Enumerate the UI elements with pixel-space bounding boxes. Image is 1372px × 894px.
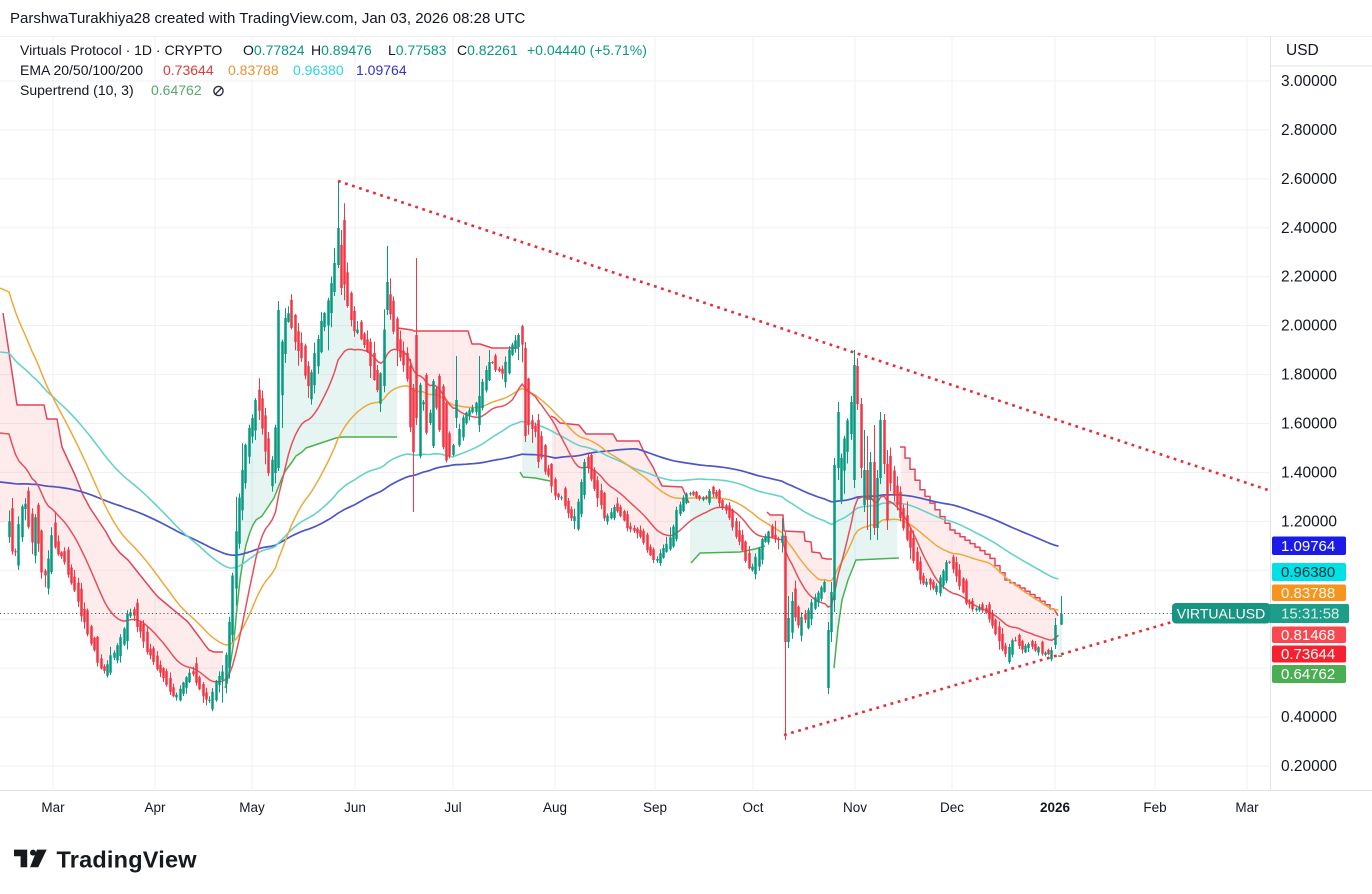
svg-text:Jul: Jul	[444, 800, 461, 815]
svg-text:1.40000: 1.40000	[1281, 464, 1337, 481]
svg-text:0.96380: 0.96380	[1281, 564, 1335, 581]
svg-text:2.80000: 2.80000	[1281, 122, 1337, 139]
svg-text:1.60000: 1.60000	[1281, 416, 1337, 433]
svg-text:Apr: Apr	[144, 800, 166, 815]
svg-text:May: May	[239, 800, 265, 815]
svg-text:Oct: Oct	[742, 800, 763, 815]
svg-text:1.09764: 1.09764	[1281, 538, 1335, 555]
svg-text:0.64762: 0.64762	[1281, 666, 1335, 683]
svg-text:Supertrend (10, 3)0.64762: Supertrend (10, 3) 0.64762	[20, 82, 202, 98]
svg-text:Dec: Dec	[940, 800, 964, 815]
svg-text:Sep: Sep	[643, 800, 667, 815]
svg-text:2.20000: 2.20000	[1281, 269, 1337, 286]
svg-text:Mar: Mar	[41, 800, 65, 815]
svg-text:1.20000: 1.20000	[1281, 513, 1337, 530]
svg-text:1.80000: 1.80000	[1281, 367, 1337, 384]
svg-text:ParshwaTurakhiya28 created wit: ParshwaTurakhiya28 created with TradingV…	[10, 10, 525, 27]
svg-text:2.40000: 2.40000	[1281, 220, 1337, 237]
svg-text:0.20000: 0.20000	[1281, 758, 1337, 775]
svg-text:2.00000: 2.00000	[1281, 318, 1337, 335]
svg-text:0.81468: 0.81468	[1281, 627, 1335, 644]
svg-text:Mar: Mar	[1235, 800, 1259, 815]
svg-text:Jun: Jun	[344, 800, 366, 815]
svg-text:Feb: Feb	[1143, 800, 1166, 815]
svg-text:USD: USD	[1286, 42, 1319, 59]
svg-text:3.00000: 3.00000	[1281, 73, 1337, 90]
svg-text:0.73644: 0.73644	[1281, 646, 1335, 663]
svg-text:0.83788: 0.83788	[1281, 585, 1335, 602]
svg-text:2.60000: 2.60000	[1281, 171, 1337, 188]
svg-text:2026: 2026	[1040, 800, 1071, 815]
svg-text:Virtuals Protocol · 1D · CRYPT: Virtuals Protocol · 1D · CRYPTO O0.77824 H…	[20, 42, 647, 58]
svg-text:Nov: Nov	[843, 800, 867, 815]
svg-text:15:31:58: 15:31:58	[1281, 606, 1339, 623]
svg-text:0.40000: 0.40000	[1281, 709, 1337, 726]
svg-text:VIRTUALUSD: VIRTUALUSD	[1177, 606, 1265, 622]
svg-text:Aug: Aug	[543, 800, 567, 815]
svg-text:TradingView: TradingView	[57, 847, 198, 873]
